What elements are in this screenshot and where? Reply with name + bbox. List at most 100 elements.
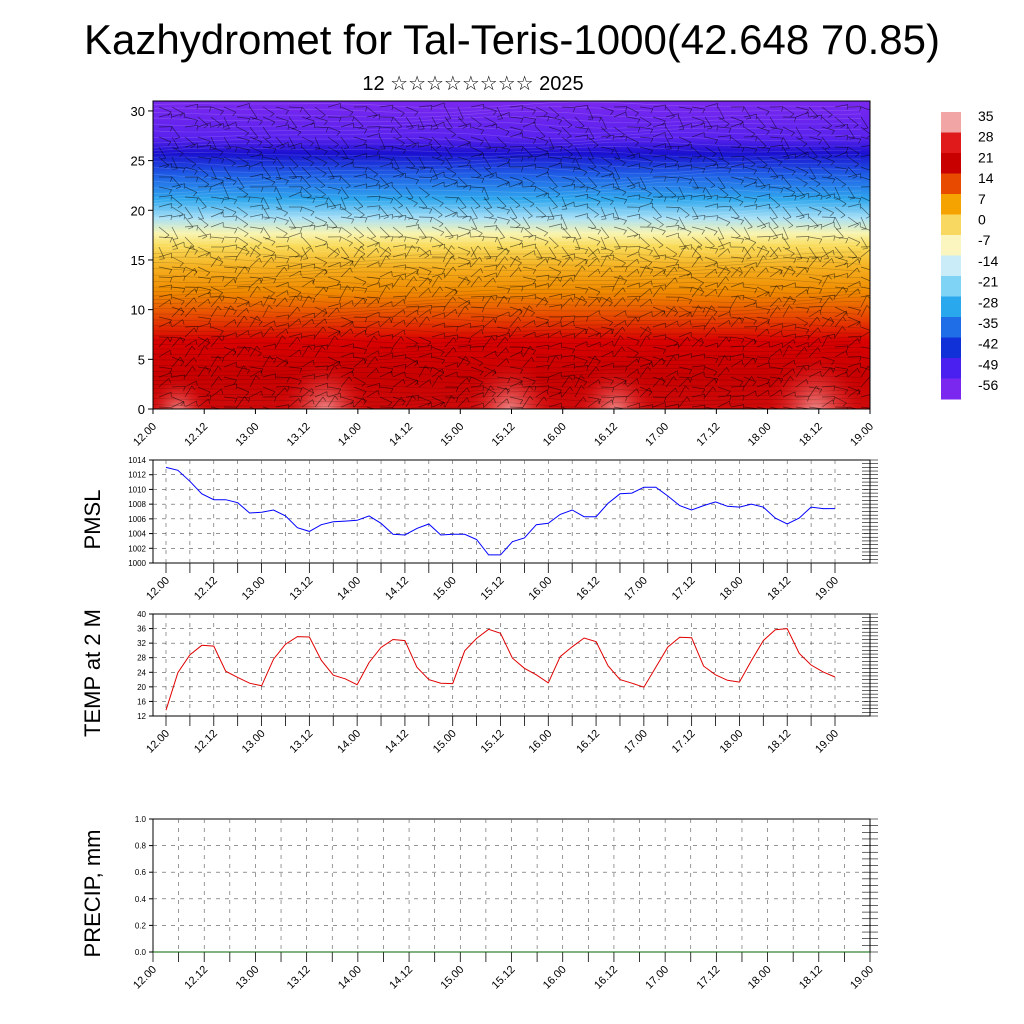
wind-barb [704, 356, 718, 359]
wind-barb [587, 286, 601, 293]
wind-barb-flag [811, 257, 817, 260]
wind-barb [574, 176, 586, 186]
wind-barb [587, 136, 599, 146]
wind-barb-flag [716, 164, 719, 170]
wind-barb [860, 394, 870, 398]
wind-barb-flag [376, 368, 379, 373]
wind-barb [366, 367, 377, 378]
wind-barb-flag [567, 125, 573, 129]
wind-barb [782, 146, 790, 159]
wind-barb [158, 186, 172, 191]
wind-barb-flag [349, 111, 354, 117]
wind-barb-flag [506, 358, 510, 364]
wind-barb-flag [596, 191, 601, 196]
wind-barb [756, 246, 770, 252]
wind-barb-flag [337, 248, 341, 254]
wind-barb [249, 286, 258, 298]
wind-barb [483, 206, 494, 217]
wind-barb [431, 156, 445, 162]
wind-barb-flag [201, 206, 207, 210]
wind-barb-flag [745, 117, 751, 120]
wind-barb-flag [755, 391, 757, 397]
wind-barb [379, 176, 390, 187]
wind-barb [444, 126, 456, 135]
wind-barb-flag [552, 186, 558, 190]
wind-barb-flag [702, 388, 706, 394]
wind-barb [470, 216, 478, 229]
wind-barb [795, 289, 807, 298]
wind-barb-flag [818, 338, 821, 344]
contour-line [153, 111, 862, 118]
wind-barb [197, 206, 204, 219]
wind-barb [691, 166, 705, 169]
wind-barb [340, 146, 348, 159]
wind-barb [470, 392, 484, 398]
wind-barb [431, 396, 444, 403]
wind-barb [158, 113, 172, 118]
wind-barb [743, 296, 757, 302]
contour-line [153, 371, 862, 379]
wind-barb [288, 349, 301, 358]
wind-barb-flag [586, 341, 588, 347]
wind-barb [197, 322, 211, 328]
wind-barb [756, 136, 767, 147]
wind-barb [262, 106, 275, 114]
wind-barb [223, 244, 237, 248]
wind-barb [197, 122, 211, 128]
wind-barb [470, 276, 480, 288]
wind-barb [418, 116, 425, 130]
wind-barb [288, 270, 301, 278]
colorbar-swatch [941, 132, 961, 154]
wind-barb-flag [352, 371, 354, 377]
wind-barb [535, 246, 543, 259]
wind-barb-flag [610, 380, 614, 386]
wind-barb [444, 288, 456, 298]
wind-barb [678, 266, 691, 273]
wind-barb-flag [781, 145, 784, 151]
wind-barb-flag [662, 349, 667, 355]
wind-barb [691, 371, 705, 378]
wind-barb [405, 336, 418, 344]
wind-barb-flag [170, 176, 173, 182]
wind-barb-flag [666, 148, 672, 150]
wind-barb [704, 268, 716, 278]
wind-barb-flag [313, 345, 316, 351]
wind-barb-flag [804, 267, 808, 273]
wind-barb [509, 256, 522, 264]
wind-barb [275, 387, 286, 398]
wind-barb-flag [245, 391, 250, 397]
wind-barb-flag [300, 295, 303, 301]
wind-barb [288, 366, 302, 369]
wind-barb-flag [502, 265, 507, 270]
wind-barb-flag [416, 360, 419, 366]
wind-barb [418, 352, 432, 358]
wind-barb [743, 181, 757, 188]
wind-barb [327, 262, 341, 268]
wind-barb-flag [429, 250, 432, 256]
wind-barb [587, 146, 595, 159]
wind-barb-flag [400, 336, 404, 342]
wind-barb [847, 367, 858, 378]
wind-barb [795, 176, 808, 184]
wind-barb [769, 376, 783, 380]
wind-barb-flag [592, 186, 597, 189]
colorbar-label: 14 [978, 170, 994, 186]
wind-barb-flag [416, 310, 419, 316]
wind-barb [704, 282, 718, 288]
wind-barb [821, 166, 833, 176]
wind-barb [730, 176, 744, 181]
wind-barb-flag [522, 407, 524, 409]
wind-barb [769, 116, 777, 129]
wind-barb-flag [348, 376, 353, 382]
wind-barb-flag [455, 397, 459, 403]
wind-barb [561, 374, 575, 378]
wind-barb-flag [806, 258, 810, 264]
wind-barb [795, 364, 809, 368]
wind-barb [535, 126, 546, 137]
wind-barb-flag [205, 366, 209, 371]
wind-barb [730, 316, 740, 328]
wind-barb-flag [427, 341, 432, 347]
wind-barb [704, 342, 718, 348]
wind-barb [743, 376, 757, 383]
wind-barb [392, 166, 404, 175]
